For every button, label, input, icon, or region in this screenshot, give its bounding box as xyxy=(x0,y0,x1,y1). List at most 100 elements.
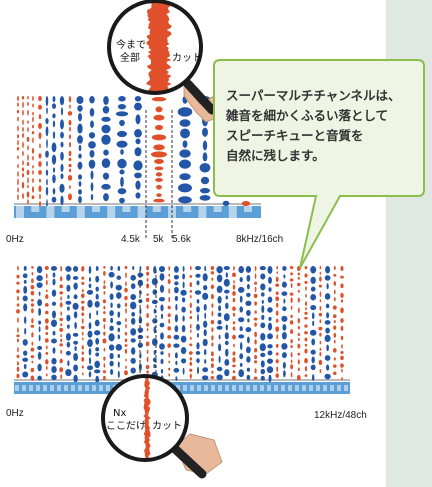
top-channel-tick xyxy=(244,206,252,212)
noise-band xyxy=(124,338,128,343)
noise-band xyxy=(156,193,162,198)
noise-band xyxy=(333,314,337,318)
speech-band xyxy=(52,310,56,319)
speech-band xyxy=(179,173,191,181)
speech-band xyxy=(175,303,178,311)
noise-band xyxy=(81,365,84,369)
speech-band xyxy=(50,266,58,271)
top-magnifier-handle xyxy=(183,79,217,115)
noise-band xyxy=(211,277,214,281)
noise-band xyxy=(319,351,322,357)
speech-band xyxy=(94,319,100,327)
noise-band xyxy=(319,305,322,311)
speech-band xyxy=(181,306,186,313)
top-channel-tick xyxy=(46,206,55,218)
noise-band xyxy=(31,360,34,364)
speech-band xyxy=(160,313,164,319)
speech-band xyxy=(102,172,110,180)
speech-band xyxy=(283,298,286,304)
speech-band xyxy=(134,96,142,102)
noise-band xyxy=(125,272,127,279)
noise-band xyxy=(17,155,19,160)
bottom-channel-tick xyxy=(246,385,250,391)
noise-band xyxy=(17,96,19,102)
speech-band xyxy=(60,163,64,173)
speech-band xyxy=(117,353,121,358)
speech-band xyxy=(267,307,273,313)
noise-band xyxy=(241,200,251,207)
noise-band xyxy=(233,280,235,284)
noise-band xyxy=(60,266,63,272)
noise-band xyxy=(68,168,72,173)
noise-band xyxy=(297,352,301,356)
speech-band xyxy=(38,326,41,333)
noise-band xyxy=(124,370,128,376)
noise-band xyxy=(69,185,71,190)
noise-band xyxy=(333,319,336,324)
speech-band xyxy=(37,375,42,381)
speech-band xyxy=(180,346,187,355)
bottom-channel-tick xyxy=(57,385,61,391)
speech-band xyxy=(36,282,43,288)
speech-band xyxy=(51,196,57,203)
top-channel-tick xyxy=(107,206,116,218)
speech-band xyxy=(197,313,199,322)
speech-band xyxy=(224,369,230,377)
noise-band xyxy=(297,307,300,314)
noise-band xyxy=(276,266,279,270)
speech-band xyxy=(72,332,79,337)
speech-band xyxy=(158,296,166,302)
noise-band xyxy=(305,286,307,291)
speech-band xyxy=(88,159,96,169)
speech-band xyxy=(95,293,99,300)
noise-band xyxy=(16,309,20,314)
noise-band xyxy=(275,352,279,356)
noise-band xyxy=(27,109,29,116)
bottom-channel-tick xyxy=(204,385,208,391)
noise-band xyxy=(60,374,63,380)
noise-band xyxy=(254,273,257,279)
noise-band xyxy=(125,358,127,362)
speech-band xyxy=(247,318,250,323)
noise-band xyxy=(304,374,308,378)
speech-band xyxy=(217,296,222,304)
speech-band xyxy=(246,356,251,363)
noise-band xyxy=(81,312,85,316)
noise-band xyxy=(21,167,25,172)
speech-band xyxy=(45,117,49,125)
speech-band xyxy=(260,283,266,291)
noise-band xyxy=(340,351,344,354)
noise-band xyxy=(124,344,128,347)
speech-band xyxy=(65,332,71,341)
noise-band xyxy=(38,185,42,193)
speech-band xyxy=(180,128,190,139)
speech-band xyxy=(88,357,92,365)
speech-band xyxy=(130,293,137,300)
speech-band xyxy=(259,266,266,271)
speech-band xyxy=(51,142,57,153)
speech-band xyxy=(60,141,64,148)
speech-band xyxy=(218,343,222,352)
bottom-channel-tick xyxy=(85,385,89,391)
noise-band xyxy=(289,320,294,325)
noise-band xyxy=(211,357,214,362)
speech-band xyxy=(73,294,78,300)
speech-band xyxy=(117,311,121,318)
speech-band xyxy=(181,358,187,364)
noise-band xyxy=(254,360,258,364)
speech-band xyxy=(174,286,179,294)
speech-band xyxy=(137,272,144,278)
noise-band xyxy=(289,266,294,270)
noise-band xyxy=(297,317,300,324)
noise-band xyxy=(30,284,35,290)
speech-band xyxy=(78,144,82,152)
speech-band xyxy=(178,196,192,204)
noise-band xyxy=(45,279,48,286)
bottom-channel-tick xyxy=(337,385,341,391)
noise-band xyxy=(340,283,344,289)
speech-band xyxy=(115,343,123,351)
noise-band xyxy=(16,334,20,338)
noise-band xyxy=(156,184,162,190)
noise-band xyxy=(31,308,34,314)
speech-band xyxy=(202,338,208,347)
